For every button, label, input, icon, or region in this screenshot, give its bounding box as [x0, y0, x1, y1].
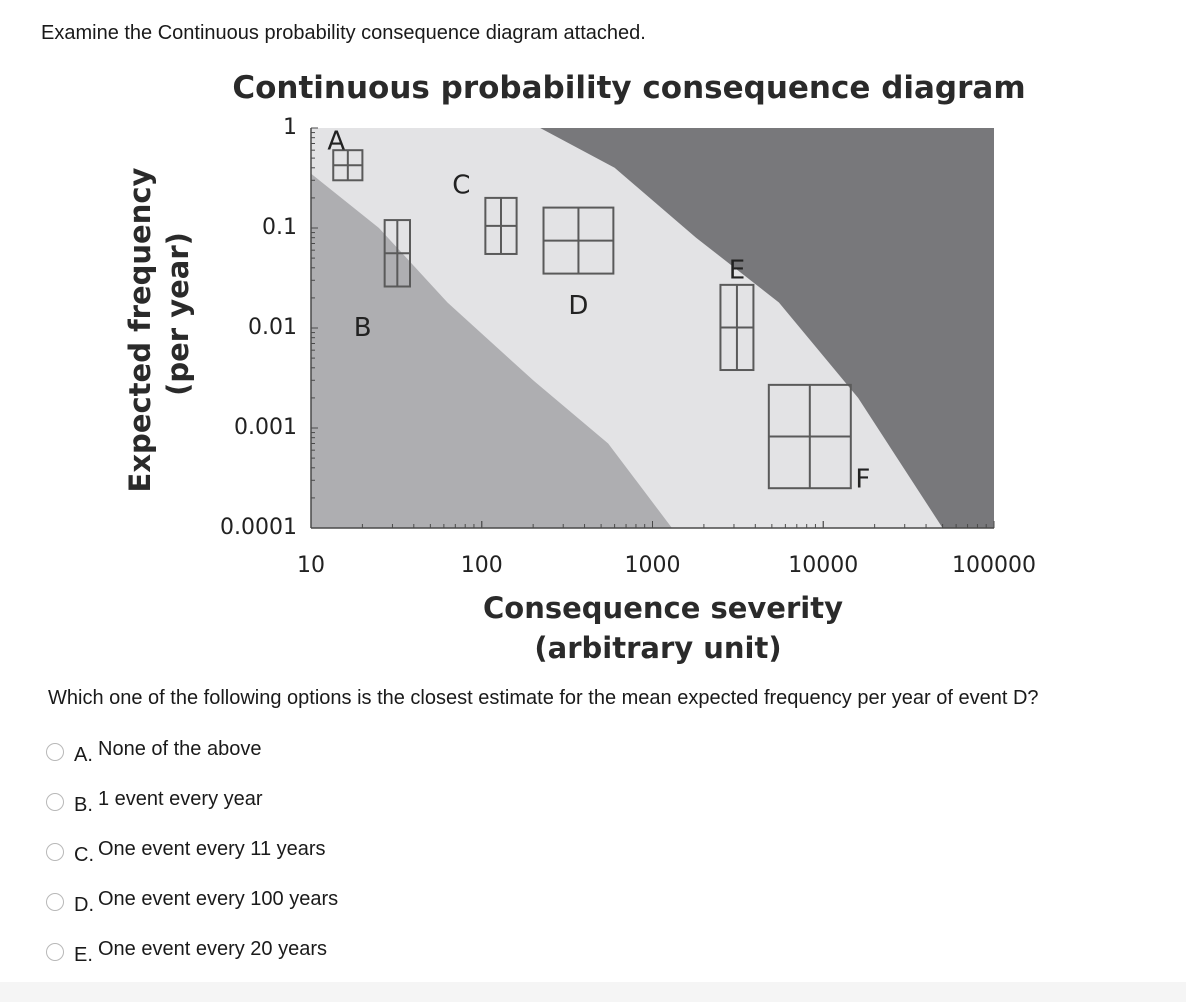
option-letter: A. — [74, 744, 93, 766]
option-letter: B. — [74, 794, 93, 816]
question-intro: Examine the Continuous probability conse… — [41, 22, 646, 44]
question-text: Which one of the following options is th… — [48, 687, 1039, 709]
radio-c[interactable] — [46, 843, 64, 861]
event-label-b: B — [354, 313, 372, 343]
option-text: One event every 100 years — [98, 888, 339, 910]
event-label-f: F — [855, 465, 870, 495]
option-letter: D. — [74, 894, 94, 916]
option-e[interactable]: E. One event every 20 years — [46, 936, 338, 986]
option-d[interactable]: D. One event every 100 years — [46, 886, 338, 936]
y-tick-label: 0.01 — [248, 315, 297, 340]
chart-title: Continuous probability consequence diagr… — [232, 70, 1025, 106]
x-tick-label: 100 — [461, 553, 503, 578]
page-footer-band — [0, 982, 1186, 1002]
y-tick-label: 0.1 — [262, 215, 297, 240]
event-label-a: A — [327, 127, 345, 157]
event-box-b — [383, 219, 411, 288]
x-axis-label: (arbitrary unit) — [534, 631, 781, 665]
option-c[interactable]: C. One event every 11 years — [46, 836, 338, 886]
answer-options: A. None of the above B. 1 event every ye… — [46, 736, 338, 986]
event-box-e — [719, 283, 755, 372]
option-a[interactable]: A. None of the above — [46, 736, 338, 786]
event-box-f — [767, 383, 852, 490]
option-text: None of the above — [98, 738, 262, 760]
option-text: One event every 20 years — [98, 938, 328, 960]
event-label-c: C — [452, 170, 470, 200]
x-tick-label: 1000 — [625, 553, 681, 578]
radio-e[interactable] — [46, 943, 64, 961]
event-box-c — [484, 196, 518, 255]
option-letter: C. — [74, 844, 94, 866]
option-b[interactable]: B. 1 event every year — [46, 786, 338, 836]
radio-d[interactable] — [46, 893, 64, 911]
event-box-a — [332, 149, 364, 182]
option-text: 1 event every year — [98, 788, 263, 810]
event-label-e: E — [729, 255, 745, 285]
x-tick-label: 10000 — [788, 553, 858, 578]
event-box-d — [542, 206, 615, 275]
y-axis-label: Expected frequency — [123, 167, 157, 492]
acceptable-region — [311, 173, 672, 528]
radio-a[interactable] — [46, 743, 64, 761]
x-tick-label: 100000 — [952, 553, 1036, 578]
option-text: One event every 11 years — [98, 838, 326, 860]
event-label-d: D — [568, 291, 588, 321]
x-tick-label: 10 — [297, 553, 325, 578]
option-letter: E. — [74, 944, 93, 966]
y-tick-label: 1 — [283, 115, 297, 140]
y-axis-label: (per year) — [161, 232, 195, 396]
radio-b[interactable] — [46, 793, 64, 811]
x-axis-label: Consequence severity — [483, 591, 843, 625]
y-tick-label: 0.0001 — [220, 515, 297, 540]
y-tick-label: 0.001 — [234, 415, 297, 440]
